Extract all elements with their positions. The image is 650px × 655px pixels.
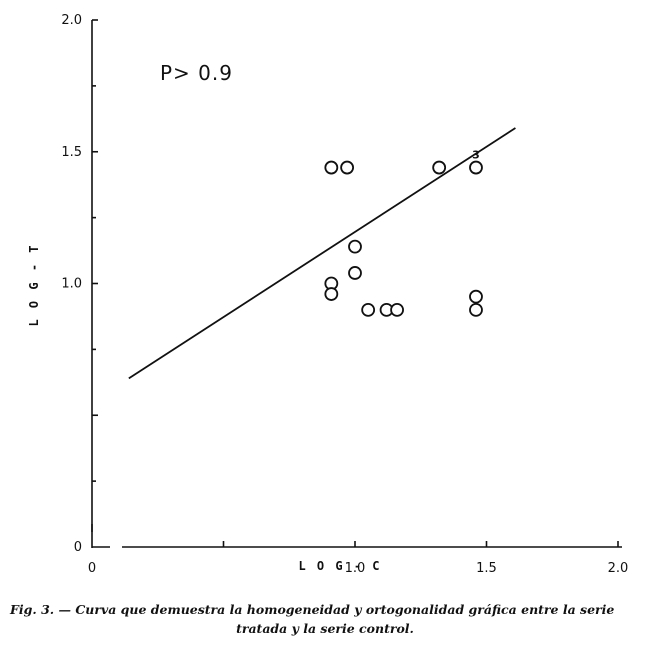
y-tick-label: 0 <box>74 540 82 555</box>
p-value-annotation: P> 0.9 <box>160 61 233 85</box>
data-point <box>469 289 483 304</box>
x-tick-label: 0 <box>88 561 96 576</box>
data-point <box>390 302 404 317</box>
caption-line-2: tratada y la serie control. <box>236 621 414 636</box>
y-tick-label: 2.0 <box>61 13 82 28</box>
figure-caption: Fig. 3. — Curva que demuestra la homogen… <box>10 600 640 638</box>
data-point <box>361 302 376 317</box>
y-tick-label: 1.0 <box>61 277 82 292</box>
data-point <box>469 160 483 175</box>
caption-line-1: Fig. 3. — Curva que demuestra la homogen… <box>10 602 615 617</box>
x-tick-label: 1.0 <box>345 561 366 576</box>
x-tick-label: 2.0 <box>608 561 629 576</box>
data-point <box>432 160 447 175</box>
data-point <box>340 160 355 175</box>
data-point <box>348 239 362 254</box>
fit-line <box>128 127 516 380</box>
data-point <box>324 160 339 175</box>
data-point <box>324 287 339 301</box>
data-point <box>348 266 362 280</box>
x-tick-label: 1.5 <box>476 561 497 576</box>
axes: 0 1.0 1.5 2.0 0 1.0 1.5 2.0 <box>61 13 628 576</box>
scatter-chart: 01.01.52.00 1.0 1.5 2.0 3 P> 0.9 L O G - C … <box>27 13 628 576</box>
y-axis-title: L O G - T <box>27 243 41 326</box>
y-tick-label: 1.5 <box>61 145 82 160</box>
data-point <box>469 302 483 317</box>
data-point-label: 3 <box>472 149 480 162</box>
x-axis-title: L O G - C <box>298 559 381 573</box>
fit-line-group <box>128 127 516 380</box>
points-group: 3 <box>324 149 483 317</box>
